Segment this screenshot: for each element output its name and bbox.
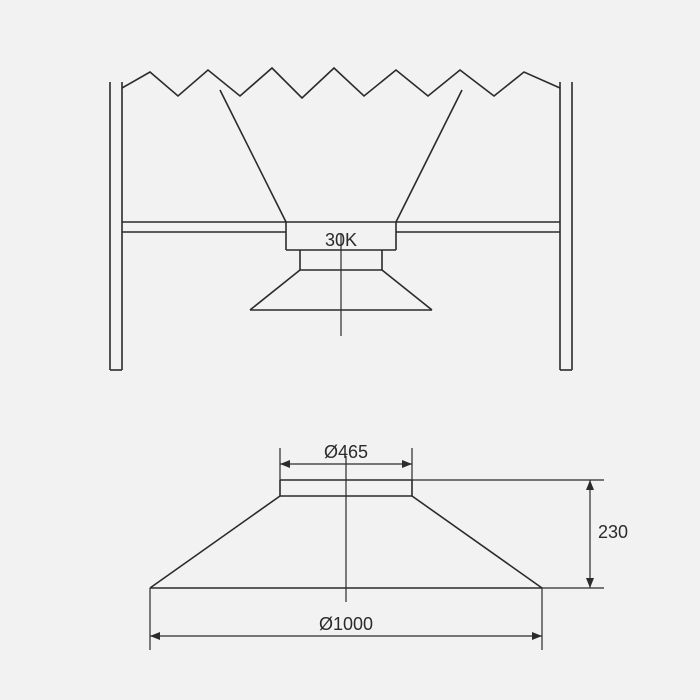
lower-part-view: Ø465 Ø1000 230 [150,442,628,650]
dim-top-diameter-label: Ø465 [324,442,368,462]
upper-label: 30K [325,230,357,250]
dim-height-label: 230 [598,522,628,542]
dim-bottom-diameter-label: Ø1000 [319,614,373,634]
frame-post-right [560,82,572,370]
frame-post-left [110,82,122,370]
torn-edge [122,68,560,98]
funnel-side-left [220,90,286,222]
upper-assembly-view: 30K [110,68,572,370]
funnel-side-right [396,90,462,222]
technical-drawing: 30K Ø465 [0,0,700,700]
